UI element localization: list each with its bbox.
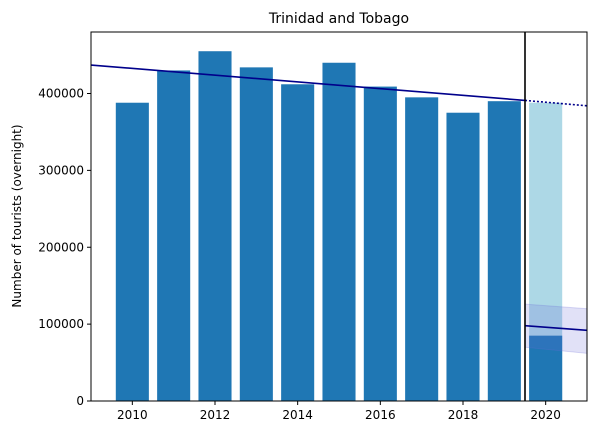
y-tick-label-100000: 100000: [38, 317, 84, 331]
x-tick-label-2016: 2016: [365, 408, 396, 422]
bar-2012: [198, 51, 232, 401]
trend-line: [90, 64, 526, 102]
bar-2015: [322, 62, 356, 401]
bar-2010: [115, 102, 149, 401]
y-tick-label-0: 0: [76, 394, 84, 408]
x-tick-label-2020: 2020: [530, 408, 561, 422]
plot-area: 2010 2012 2014 2016 2018 2020 0 100000 200000 300…: [38, 31, 588, 422]
bar-2011: [157, 70, 191, 401]
x-tick-label-2010: 2010: [117, 408, 148, 422]
bar-2014: [281, 84, 315, 402]
post-divider-line: [524, 324, 588, 332]
plot-frame: [90, 31, 588, 402]
bar-2017: [405, 97, 439, 401]
x-tick-label-2018: 2018: [448, 408, 479, 422]
bar-observed-2020: [529, 335, 563, 401]
bar-2018: [446, 112, 480, 401]
y-tick-label-300000: 300000: [38, 163, 84, 177]
bar-2019: [487, 101, 521, 401]
y-tick-label-200000: 200000: [38, 240, 84, 254]
chart-title: Trinidad and Tobago: [268, 11, 409, 27]
x-tick-label-2014: 2014: [282, 408, 313, 422]
bar-2013: [239, 67, 273, 402]
x-tick-label-2012: 2012: [200, 408, 231, 422]
y-tick-label-400000: 400000: [38, 87, 84, 101]
y-axis-label: Number of tourists (overnight): [10, 124, 24, 307]
bar-2016: [363, 86, 397, 402]
